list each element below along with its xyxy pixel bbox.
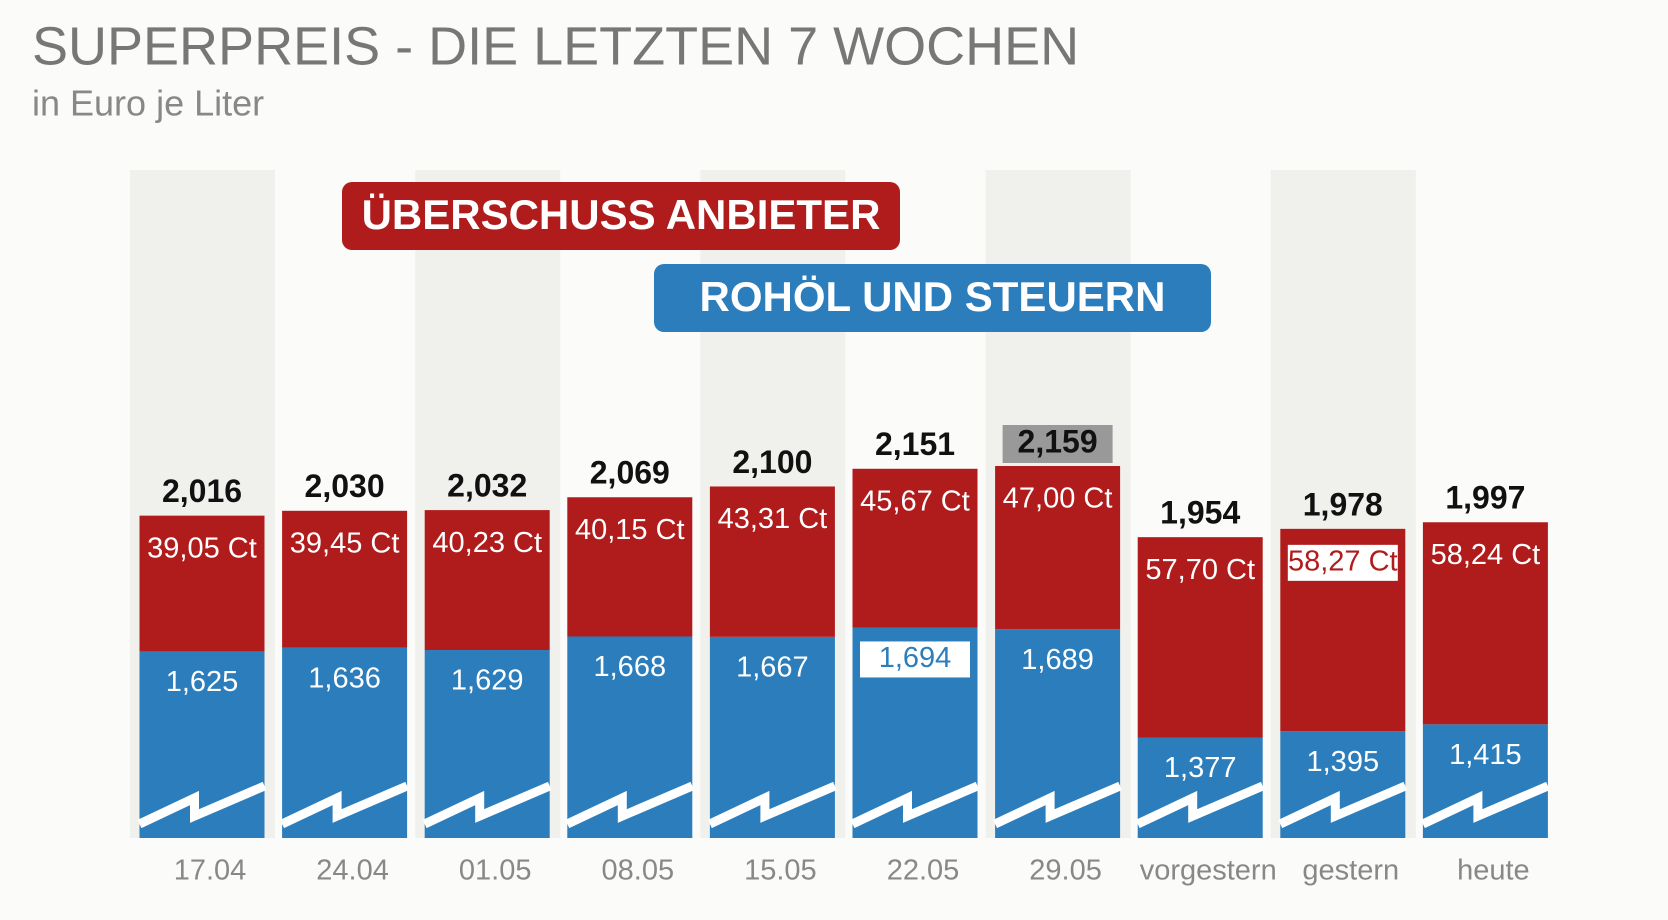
chart-title: SUPERPREIS - DIE LETZTEN 7 WOCHEN	[32, 16, 1079, 76]
bar-segment	[709, 486, 835, 637]
value-label: 1,629	[451, 665, 524, 697]
x-tick-label: heute	[1457, 855, 1530, 887]
axis-break	[1135, 781, 1265, 829]
bar-segment	[852, 468, 978, 628]
total-label: 2,016	[162, 473, 242, 509]
legend-box	[342, 182, 900, 250]
axis-break	[137, 781, 267, 829]
bar-segment	[995, 629, 1121, 838]
legend-label: ROHÖL UND STEUERN	[700, 273, 1166, 320]
value-label: 1,694	[879, 642, 952, 674]
total-label: 2,032	[447, 468, 527, 504]
x-tick-label: 08.05	[602, 855, 675, 887]
value-label: 39,45 Ct	[290, 527, 400, 559]
x-tick-label: 22.05	[887, 855, 960, 887]
x-tick-label: 24.04	[316, 855, 389, 887]
bar-segment	[139, 651, 265, 838]
total-label: 2,030	[305, 468, 385, 504]
bar-segment	[1137, 737, 1263, 838]
value-label: 1,689	[1021, 644, 1094, 676]
value-label: 1,667	[736, 651, 809, 683]
value-label: 40,23 Ct	[432, 527, 542, 559]
x-tick-label: 29.05	[1029, 855, 1102, 887]
total-label: 2,100	[732, 444, 812, 480]
value-label: 1,415	[1449, 739, 1522, 771]
value-label: 43,31 Ct	[718, 503, 828, 535]
value-label: 1,395	[1307, 746, 1380, 778]
bar-segment	[139, 515, 265, 652]
legend-box	[654, 264, 1211, 332]
bar-segment	[995, 466, 1121, 630]
label-highlight	[860, 641, 970, 678]
axis-break	[850, 781, 980, 829]
total-label: 1,954	[1160, 495, 1240, 531]
value-label: 57,70 Ct	[1145, 554, 1255, 586]
value-label: 39,05 Ct	[147, 532, 257, 564]
bar-segment	[567, 497, 693, 637]
total-label: 2,069	[590, 455, 670, 491]
value-label: 45,67 Ct	[860, 485, 970, 517]
value-label: 58,24 Ct	[1431, 539, 1541, 571]
bar-segment	[424, 510, 550, 651]
x-tick-label: 15.05	[744, 855, 817, 887]
chart-subtitle: in Euro je Liter	[32, 83, 264, 124]
bar-segment	[282, 510, 408, 648]
axis-break	[707, 781, 837, 829]
axis-break	[422, 781, 552, 829]
x-tick-label: gestern	[1302, 855, 1399, 887]
bar-segment	[282, 647, 408, 838]
x-tick-label: 01.05	[459, 855, 532, 887]
bar-segment	[1137, 537, 1263, 738]
value-label: 1,377	[1164, 752, 1237, 784]
bar-segment	[567, 636, 693, 838]
bar-segment	[709, 636, 835, 838]
value-label: 40,15 Ct	[575, 514, 685, 546]
label-highlight	[1002, 425, 1113, 463]
bar-segment	[1422, 522, 1548, 725]
x-tick-label: vorgestern	[1140, 855, 1277, 887]
total-label: 1,997	[1445, 480, 1525, 516]
total-label: 1,978	[1303, 486, 1383, 522]
bar-segment	[1280, 731, 1406, 838]
total-label: 2,159	[1018, 423, 1098, 459]
axis-break	[993, 781, 1122, 829]
axis-break	[1278, 781, 1408, 829]
axis-break	[280, 781, 409, 829]
total-label: 2,151	[875, 426, 955, 462]
axis-break	[1420, 781, 1550, 829]
value-label: 58,27 Ct	[1288, 546, 1398, 578]
value-label: 1,636	[308, 662, 381, 694]
value-label: 1,625	[166, 666, 239, 698]
value-label: 1,668	[594, 651, 667, 683]
x-tick-label: 17.04	[174, 855, 247, 887]
label-highlight	[1287, 544, 1398, 581]
legend-label: ÜBERSCHUSS ANBIETER	[362, 191, 881, 238]
axis-break	[565, 781, 695, 829]
value-label: 47,00 Ct	[1003, 483, 1113, 515]
bar-segment	[424, 650, 550, 838]
